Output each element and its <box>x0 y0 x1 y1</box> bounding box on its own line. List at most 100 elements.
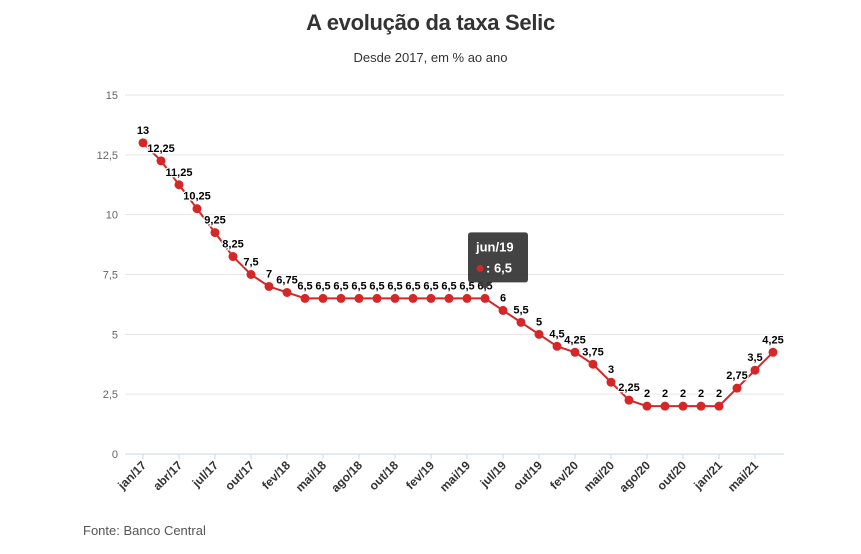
data-point[interactable] <box>588 359 598 369</box>
data-label: 13 <box>137 125 149 137</box>
x-tick-label: ago/18 <box>328 458 365 495</box>
y-tick-label: 2,5 <box>103 389 118 401</box>
data-point[interactable] <box>570 347 580 357</box>
data-point[interactable] <box>282 287 292 297</box>
x-tick-label: mai/18 <box>293 458 330 495</box>
data-label: 2,25 <box>618 382 639 394</box>
data-point[interactable] <box>138 138 148 148</box>
tooltip: jun/19 : 6,5 <box>468 232 528 290</box>
data-label: 2 <box>716 388 722 400</box>
data-point[interactable] <box>552 341 562 351</box>
data-label: 6,5 <box>405 280 420 292</box>
data-point[interactable] <box>462 293 472 303</box>
x-tick-label: out/20 <box>654 458 689 493</box>
x-tick-label: jan/21 <box>690 458 725 493</box>
data-point[interactable] <box>264 281 274 291</box>
x-tick-label: ago/20 <box>616 458 653 495</box>
x-tick-label: fev/20 <box>547 458 581 492</box>
data-label: 6,75 <box>276 274 297 286</box>
x-tick-label: mai/19 <box>437 458 474 495</box>
chart-title: A evolução da taxa Selic <box>306 10 555 35</box>
data-point[interactable] <box>174 180 184 190</box>
x-tick-label: jul/17 <box>189 458 222 491</box>
data-point[interactable] <box>210 228 220 238</box>
data-point[interactable] <box>246 270 256 279</box>
data-point[interactable] <box>372 293 382 303</box>
data-point[interactable] <box>228 252 238 262</box>
y-tick-label: 12,5 <box>97 150 118 162</box>
x-tick-label: out/19 <box>510 458 545 493</box>
y-tick-label: 15 <box>106 90 118 102</box>
data-label: 6,5 <box>423 280 438 292</box>
data-point[interactable] <box>336 293 346 303</box>
data-points <box>138 138 778 411</box>
data-point[interactable] <box>354 293 364 303</box>
data-point[interactable] <box>444 293 454 303</box>
x-tick-label: out/18 <box>366 458 401 493</box>
data-point[interactable] <box>300 293 310 303</box>
data-label: 3,5 <box>747 352 762 364</box>
data-point[interactable] <box>156 156 166 166</box>
data-label: 6,5 <box>369 280 384 292</box>
data-label: 6,5 <box>351 280 366 292</box>
data-label: 12,25 <box>147 143 175 155</box>
data-point[interactable] <box>732 383 742 393</box>
data-label: 8,25 <box>222 239 243 251</box>
data-label: 10,25 <box>183 191 211 203</box>
data-point[interactable] <box>408 293 418 303</box>
data-label: 3,75 <box>582 346 603 358</box>
chart-subtitle: Desde 2017, em % ao ano <box>353 50 508 65</box>
x-tick-label: jul/19 <box>477 458 510 491</box>
data-label: 6,5 <box>387 280 402 292</box>
data-label: 11,25 <box>166 167 193 179</box>
data-point[interactable] <box>480 293 490 303</box>
data-label: 6,5 <box>441 280 456 292</box>
data-label: 7 <box>266 268 272 280</box>
data-label: 6,5 <box>297 280 312 292</box>
data-label: 5 <box>536 316 542 328</box>
data-point[interactable] <box>390 293 400 303</box>
y-tick-label: 0 <box>112 449 118 461</box>
data-point[interactable] <box>714 401 724 411</box>
y-tick-label: 5 <box>112 329 118 341</box>
data-label: 4,25 <box>564 334 585 346</box>
data-label: 2 <box>662 388 668 400</box>
data-label: 2 <box>698 388 704 400</box>
data-label: 3 <box>608 364 614 376</box>
x-axis-ticks: jan/17 abr/17 jul/17 out/17 fev/18 mai/18 ago/… <box>114 454 761 495</box>
data-label: 6,5 <box>333 280 348 292</box>
data-label: 7,5 <box>243 257 258 269</box>
data-point[interactable] <box>750 365 760 375</box>
data-point[interactable] <box>516 317 526 327</box>
y-tick-label: 10 <box>106 210 118 222</box>
data-point[interactable] <box>606 377 616 387</box>
data-point[interactable] <box>426 293 436 303</box>
tooltip-marker-icon <box>476 264 484 272</box>
data-label: 9,25 <box>204 215 225 227</box>
data-label: 2 <box>644 388 650 400</box>
data-label: 2 <box>680 388 686 400</box>
data-point[interactable] <box>660 401 670 411</box>
data-label: 2,75 <box>726 370 747 382</box>
data-point[interactable] <box>498 305 508 315</box>
data-label: 5,5 <box>513 304 528 316</box>
gridlines <box>125 94 784 395</box>
data-point[interactable] <box>768 347 778 357</box>
x-tick-label: fev/19 <box>403 458 437 492</box>
y-tick-label: 7,5 <box>103 270 118 282</box>
source-note: Fonte: Banco Central <box>83 523 206 538</box>
x-tick-label: abr/17 <box>150 458 185 493</box>
data-point[interactable] <box>624 395 634 405</box>
x-tick-label: out/17 <box>222 458 257 493</box>
data-point[interactable] <box>678 401 688 411</box>
data-point[interactable] <box>192 204 202 214</box>
tooltip-value: : 6,5 <box>486 260 512 275</box>
data-point[interactable] <box>534 329 544 339</box>
y-axis-ticks: 0 2,5 5 7,5 10 12,5 15 <box>97 90 118 461</box>
data-label: 6,5 <box>459 280 474 292</box>
data-point[interactable] <box>696 401 706 411</box>
data-point[interactable] <box>318 293 328 303</box>
data-point[interactable] <box>642 401 652 411</box>
